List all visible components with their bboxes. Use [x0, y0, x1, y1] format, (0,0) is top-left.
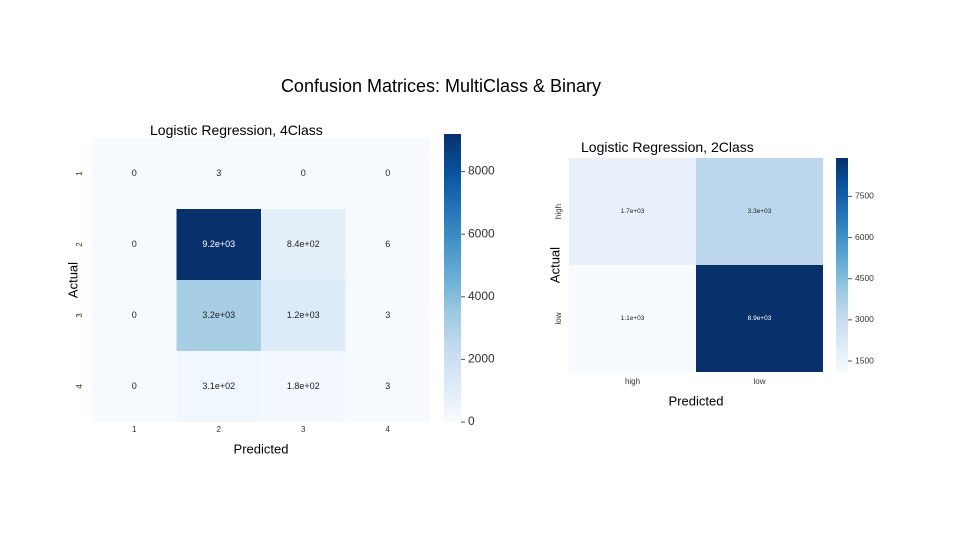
slide-title: Confusion Matrices: MultiClass & Binary: [280, 76, 602, 96]
heatmap-cell: [92, 209, 177, 280]
y-tick-label: 2: [75, 242, 84, 247]
heatmap-cell: [569, 158, 696, 265]
cell-label: 3.1e+02: [202, 381, 235, 391]
heatmap-cell: [176, 351, 261, 422]
y-axis-label: Actual: [65, 262, 80, 298]
cell-label: 0: [385, 168, 390, 178]
colorbar-tick-label: 4500: [855, 273, 874, 283]
colorbar-tick-label: 7500: [855, 191, 874, 201]
cell-label: 1.8e+02: [287, 381, 320, 391]
heatmap-cell: [345, 351, 430, 422]
y-tick-label: high: [554, 204, 563, 219]
cell-label: 0: [132, 310, 137, 320]
colorbar-tick-label: 0: [468, 414, 475, 428]
colorbar-tick-label: 4000: [468, 289, 495, 303]
x-tick-label: high: [625, 377, 640, 386]
cell-label: 0: [132, 168, 137, 178]
colorbar-tick-label: 2000: [468, 352, 495, 366]
cell-label: 8.9e+03: [748, 315, 772, 322]
y-tick-label: 1: [75, 171, 84, 176]
heatmap-cell: [569, 265, 696, 372]
colorbar-tick-label: 1500: [855, 355, 874, 365]
x-tick-label: 1: [132, 425, 137, 434]
cell-label: 0: [132, 239, 137, 249]
y-axis-label: Actual: [547, 247, 562, 283]
cell-label: 8.4e+02: [287, 239, 320, 249]
y-tick-label: low: [554, 312, 563, 324]
cell-label: 6: [385, 239, 390, 249]
heatmap-cell: [261, 280, 346, 351]
x-tick-label: 4: [386, 425, 391, 434]
cell-label: 9.2e+03: [202, 239, 235, 249]
heatmap-cell: [696, 265, 823, 372]
cell-label: 1.7e+03: [621, 208, 645, 215]
heatmap-cell: [345, 280, 430, 351]
heatmap-cell: [176, 138, 261, 209]
chart-title-2class: Logistic Regression, 2Class: [581, 139, 754, 155]
heatmap-cell: [92, 280, 177, 351]
heatmap-2class: 1.7e+03 3.3e+03 1.1e+03 8.9e+03 high low high l…: [547, 158, 874, 408]
x-tick-label: 3: [301, 425, 306, 434]
cell-label: 3: [385, 310, 390, 320]
cell-label: 3: [216, 168, 221, 178]
heatmap-cell: [261, 351, 346, 422]
cell-label: 3.3e+03: [748, 208, 772, 215]
x-tick-label: 2: [217, 425, 222, 434]
heatmap-cell: [696, 158, 823, 265]
heatmap-cell: [92, 138, 177, 209]
heatmap-cell: [345, 138, 430, 209]
heatmap-cell: [261, 138, 346, 209]
y-tick-label: 4: [75, 384, 84, 389]
colorbar-tick-label: 6000: [468, 226, 495, 240]
heatmap-cell: [261, 209, 346, 280]
heatmap-cell: [176, 280, 261, 351]
x-axis-label: Predicted: [669, 393, 724, 408]
y-tick-label: 3: [75, 313, 84, 318]
x-axis-label: Predicted: [234, 441, 289, 456]
colorbar-tick-label: 8000: [468, 164, 495, 178]
colorbar-tick-label: 6000: [855, 232, 874, 242]
colorbar-tick-label: 3000: [855, 314, 874, 324]
heatmap-4class: 0 3 0 0 0 9.2e+03 8.4e+02 6 0 3.2e+03 1.2e+03 3 0 3.1…: [65, 134, 495, 456]
colorbar: [444, 134, 461, 422]
cell-label: 0: [132, 381, 137, 391]
heatmap-cell: [345, 209, 430, 280]
cell-label: 0: [301, 168, 306, 178]
cell-label: 1.2e+03: [287, 310, 320, 320]
cell-label: 1.1e+03: [621, 315, 645, 322]
cell-label: 3.2e+03: [202, 310, 235, 320]
x-tick-label: low: [753, 377, 765, 386]
heatmap-cell: [176, 209, 261, 280]
cell-label: 3: [385, 381, 390, 391]
colorbar: [836, 158, 848, 372]
heatmap-cell: [92, 351, 177, 422]
chart-title-4class: Logistic Regression, 4Class: [150, 122, 323, 138]
